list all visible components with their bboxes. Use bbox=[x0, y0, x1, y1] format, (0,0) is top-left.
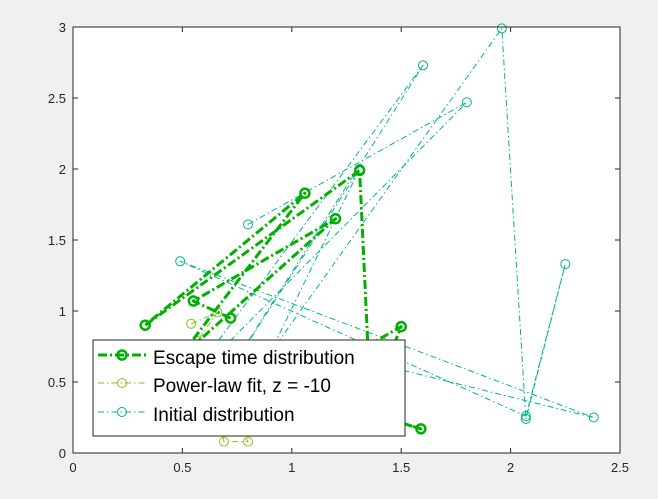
data-point-power-law-fit bbox=[243, 436, 254, 447]
legend-label-escape: Escape time distribution bbox=[153, 348, 355, 369]
data-point-initial-distribution bbox=[461, 97, 472, 108]
data-point-power-law-fit bbox=[218, 436, 229, 447]
x-tick-label: 2 bbox=[507, 460, 514, 475]
data-point-escape-time bbox=[329, 212, 342, 225]
data-point-escape-time bbox=[187, 295, 200, 307]
y-tick-label: 1 bbox=[59, 304, 66, 319]
legend-marker-escape-time bbox=[116, 349, 128, 361]
data-point-initial-distribution bbox=[175, 256, 186, 267]
y-tick-label: 1.5 bbox=[48, 233, 66, 248]
y-tick-label: 0.5 bbox=[48, 375, 66, 390]
data-point-initial-distribution bbox=[520, 411, 531, 422]
x-tick-label: 1 bbox=[288, 460, 295, 475]
data-point-escape-time bbox=[224, 312, 237, 324]
legend: Escape time distribution Power-law fit, … bbox=[92, 339, 406, 437]
legend-items bbox=[98, 349, 146, 417]
data-point-initial-distribution bbox=[418, 60, 429, 71]
legend-marker-initial-distribution bbox=[117, 407, 127, 417]
data-point-initial-distribution bbox=[243, 219, 254, 230]
y-tick-label: 2 bbox=[59, 162, 66, 177]
x-tick-label: 0.5 bbox=[173, 460, 191, 475]
legend-label-initial: Initial distribution bbox=[153, 405, 295, 426]
x-tick-label: 2.5 bbox=[611, 460, 629, 475]
data-point-escape-time bbox=[415, 423, 427, 435]
x-tick-label: 0 bbox=[69, 460, 76, 475]
y-tick-label: 3 bbox=[59, 20, 66, 35]
data-point-escape-time bbox=[299, 187, 311, 199]
data-point-initial-distribution bbox=[588, 412, 599, 423]
data-point-power-law-fit bbox=[186, 318, 197, 329]
y-tick-label: 2.5 bbox=[48, 91, 66, 106]
axes-layer: 0 0.5 1 1.5 2 2.5 0 0.5 1 1.5 2 2.5 3 bbox=[48, 20, 629, 475]
y-tick-label: 0 bbox=[59, 446, 66, 461]
data-point-escape-time bbox=[353, 164, 366, 177]
series-line-escape-time bbox=[116, 168, 423, 431]
data-point-initial-distribution bbox=[496, 23, 507, 34]
data-point-initial-distribution bbox=[520, 413, 531, 424]
data-point-escape-time bbox=[139, 319, 151, 331]
data-point-initial-distribution bbox=[560, 259, 571, 270]
x-tick-label: 1.5 bbox=[392, 460, 410, 475]
data-point-escape-time bbox=[395, 320, 407, 333]
legend-label-powerlaw: Power-law fit, z = -10 bbox=[153, 376, 331, 397]
legend-marker-power-law-fit bbox=[117, 378, 127, 388]
